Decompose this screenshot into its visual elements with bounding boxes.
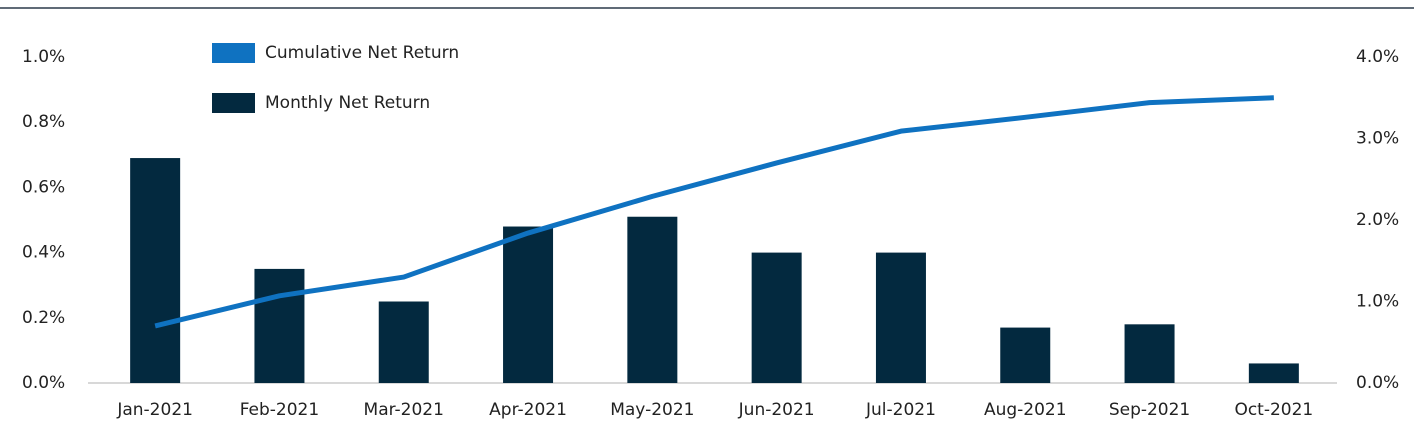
line <box>154 95 1274 329</box>
y-tick-label: 1.0% <box>22 47 65 67</box>
bar <box>503 226 554 383</box>
bar <box>1124 324 1175 383</box>
bar <box>1000 327 1051 383</box>
y2-tick-label: 0.0% <box>1356 373 1399 393</box>
y-tick-label: 0.0% <box>22 373 65 393</box>
x-tick-label: Sep-2021 <box>1109 400 1190 420</box>
x-tick-label: Aug-2021 <box>984 400 1067 420</box>
y-tick-label: 0.2% <box>22 308 65 328</box>
bar <box>627 216 678 383</box>
legend-label: Cumulative Net Return <box>265 43 459 63</box>
bar <box>378 301 429 383</box>
bar <box>254 268 305 383</box>
bar <box>130 158 181 383</box>
bar <box>1248 363 1299 383</box>
x-tick-label: Oct-2021 <box>1234 400 1313 420</box>
x-tick-label: Mar-2021 <box>364 400 444 420</box>
x-tick-label: Jun-2021 <box>738 400 815 420</box>
x-tick-label: Jul-2021 <box>865 400 936 420</box>
y-tick-label: 0.6% <box>22 177 65 197</box>
y-tick-label: 0.8% <box>22 112 65 132</box>
y2-tick-label: 4.0% <box>1356 47 1399 67</box>
legend-label: Monthly Net Return <box>265 93 430 113</box>
x-tick-label: Apr-2021 <box>489 400 567 420</box>
x-tick-label: Jan-2021 <box>116 400 193 420</box>
y-tick-label: 0.4% <box>22 243 65 263</box>
legend-swatch <box>212 43 255 63</box>
bar <box>875 252 926 383</box>
y2-tick-label: 3.0% <box>1356 129 1399 149</box>
y2-tick-label: 1.0% <box>1356 292 1399 312</box>
x-tick-label: May-2021 <box>610 400 694 420</box>
bar <box>751 252 802 383</box>
y2-tick-label: 2.0% <box>1356 210 1399 230</box>
x-tick-label: Feb-2021 <box>240 400 320 420</box>
legend-swatch <box>212 93 255 113</box>
